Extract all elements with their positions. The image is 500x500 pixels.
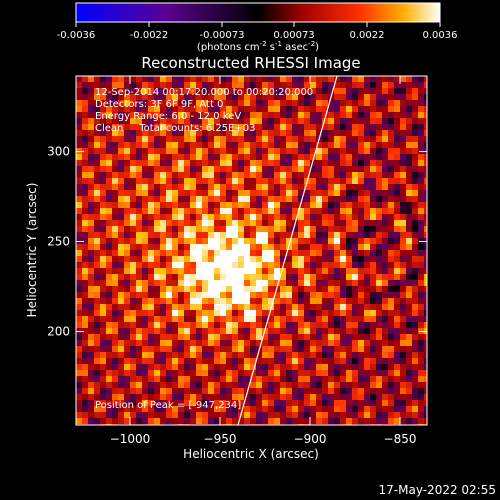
- plot-area: [76, 76, 427, 425]
- x-axis: −1000 −950 −900 −850: [110, 76, 417, 446]
- y-tick-label: 250: [47, 235, 70, 249]
- y-axis: 200 250 300: [47, 145, 427, 338]
- colorbar: -0.0036 -0.0022 -0.00073 0.00073 0.0022 …: [57, 2, 458, 53]
- footer-timestamp: 17-May-2022 02:55: [379, 483, 496, 497]
- y-tick-label: 300: [47, 145, 70, 159]
- colorbar-tick-label: -0.0022: [130, 30, 169, 41]
- energy-range-annotation: Energy Range: 6.0 - 12.0 keV: [95, 111, 241, 122]
- x-tick-label: −900: [294, 432, 327, 446]
- colorbar-tick-label: -0.00073: [200, 30, 245, 41]
- colorbar-gradient: [75, 2, 441, 23]
- x-axis-label: Heliocentric X (arcsec): [183, 447, 319, 461]
- time-range-annotation: 12-Sep-2014 00:17:20.000 to 00:20:20.000: [95, 87, 313, 98]
- limb-line: [237, 76, 338, 425]
- x-tick-label: −950: [204, 432, 237, 446]
- chart-title: Reconstructed RHESSI Image: [141, 54, 360, 72]
- x-tick-label: −850: [384, 432, 417, 446]
- colorbar-tick-label: 0.0022: [350, 30, 385, 41]
- heatmap-image: [76, 76, 427, 425]
- colorbar-tick-label: 0.0036: [423, 30, 458, 41]
- y-tick-label: 200: [47, 324, 70, 338]
- x-tick-label: −1000: [110, 432, 151, 446]
- colorbar-tick-label: 0.00073: [273, 30, 314, 41]
- detectors-annotation: Detectors: 3F 6F 9F, Att 0: [95, 99, 223, 110]
- clean-counts-annotation: Clean Total counts: 6.25E+03: [95, 123, 255, 134]
- peak-position-annotation: Position of Peak = [-947,234]: [95, 400, 241, 411]
- y-axis-label: Heliocentric Y (arcsec): [25, 183, 39, 318]
- plot-frame: [75, 75, 428, 426]
- colorbar-tick-label: -0.0036: [57, 30, 96, 41]
- colorbar-units: (photons cm-2 s-1 asec-2): [197, 40, 319, 53]
